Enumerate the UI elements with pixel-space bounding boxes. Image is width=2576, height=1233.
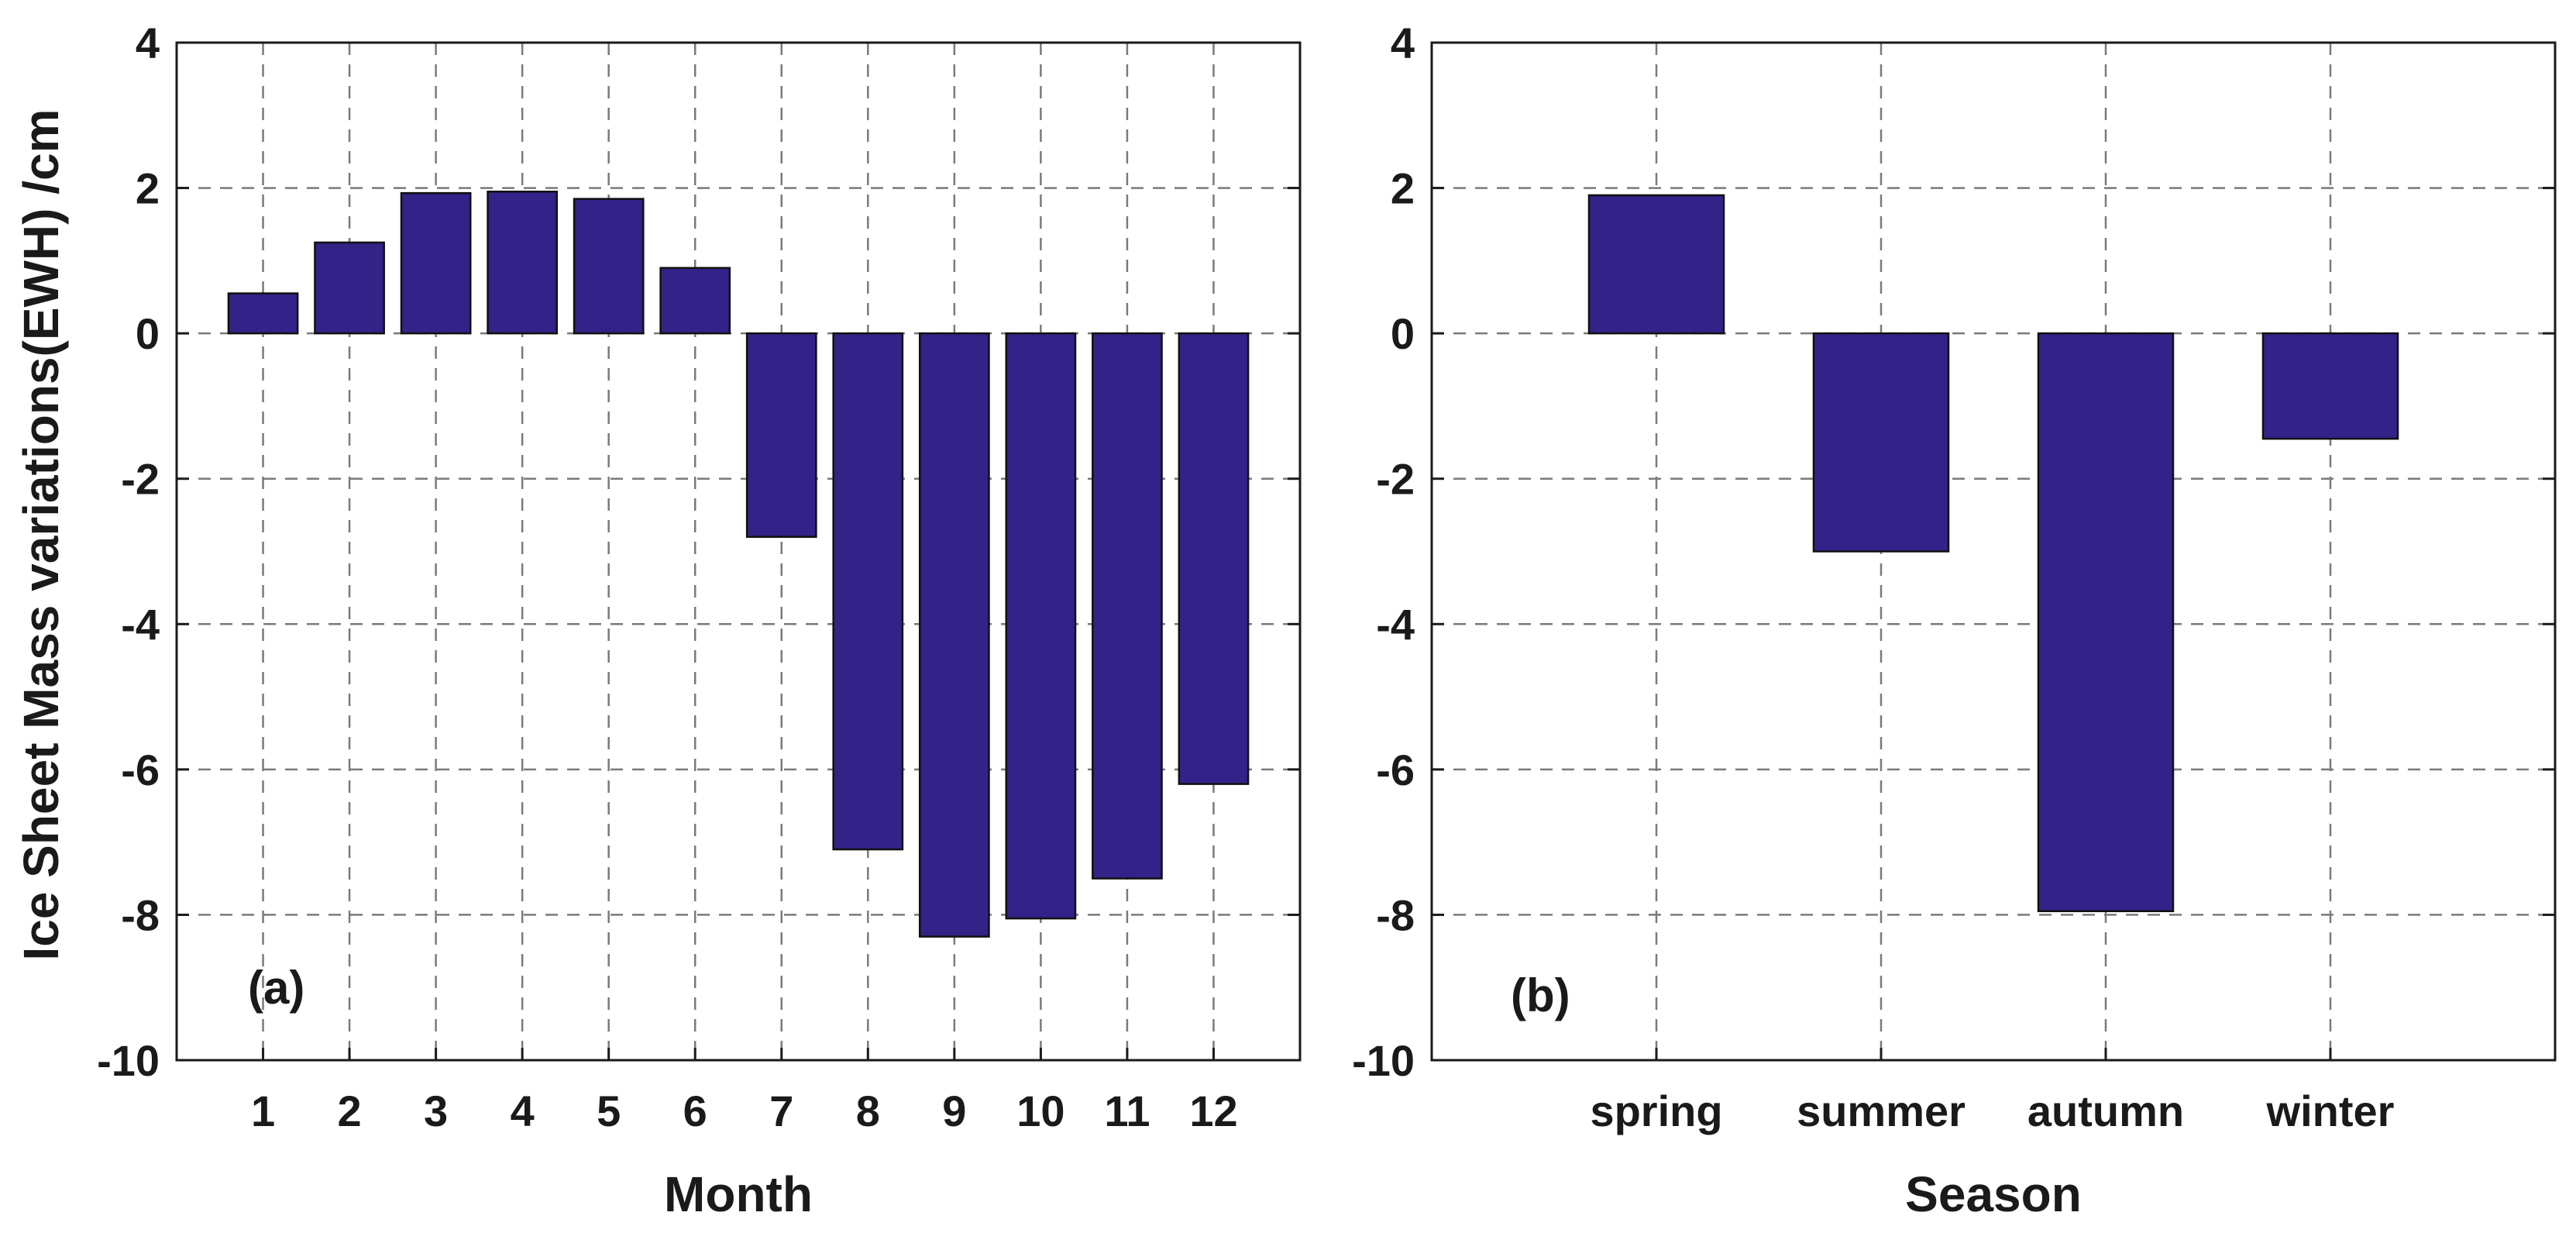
x-tick-label-a: 2 [337, 1087, 361, 1135]
y-tick-label-a: 0 [136, 309, 160, 358]
y-tick-label-b: -4 [1376, 600, 1415, 649]
bar-a-6 [659, 267, 731, 335]
x-tick-label-a: 4 [511, 1087, 535, 1135]
bar-b-summer [1812, 332, 1950, 553]
bar-a-8 [832, 332, 904, 851]
y-tick-label-a: 2 [136, 164, 160, 213]
y-tick-label-a: -6 [121, 746, 160, 794]
x-tick-label-a: 10 [1016, 1087, 1064, 1135]
bar-a-7 [745, 332, 817, 538]
y-tick-label-b: -8 [1376, 890, 1415, 939]
x-tick-label-a: 8 [856, 1087, 880, 1135]
bar-a-9 [918, 332, 990, 938]
x-tick-label-a: 5 [597, 1087, 621, 1135]
bar-a-12 [1178, 332, 1250, 785]
bar-a-3 [400, 191, 472, 335]
y-tick-label-b: -10 [1352, 1036, 1415, 1085]
bar-a-4 [487, 191, 559, 335]
panel-label-b: (b) [1511, 970, 1570, 1021]
x-tick-label-b: spring [1590, 1087, 1722, 1135]
x-tick-label-b: summer [1797, 1087, 1966, 1135]
y-tick-label-b: 0 [1391, 309, 1415, 358]
x-tick-label-a: 1 [251, 1087, 275, 1135]
y-tick-label-a: 4 [136, 19, 160, 67]
x-tick-label-b: autumn [2027, 1087, 2184, 1135]
bar-a-10 [1005, 332, 1077, 920]
x-tick-label-b: winter [2266, 1087, 2395, 1135]
x-tick-label-a: 7 [769, 1087, 793, 1135]
y-tick-label-a: -10 [97, 1036, 160, 1085]
bar-a-1 [227, 292, 299, 335]
y-tick-label-b: 4 [1391, 19, 1415, 67]
bar-a-5 [573, 198, 645, 335]
x-tick-label-a: 9 [942, 1087, 966, 1135]
y-tick-label-b: 2 [1391, 164, 1415, 213]
x-tick-label-a: 6 [683, 1087, 707, 1135]
panel-label-a: (a) [248, 962, 304, 1014]
y-tick-label-b: -6 [1376, 746, 1415, 794]
x-tick-label-a: 3 [424, 1087, 448, 1135]
y-tick-label-a: -8 [121, 890, 160, 939]
bar-a-11 [1092, 332, 1163, 880]
plot-frame-a [175, 41, 1302, 1062]
y-tick-label-b: -2 [1376, 455, 1415, 504]
bar-b-spring [1587, 194, 1725, 335]
panel-a-monthly: Month 420-2-4-6-8-101 2 3 4 5 6 7 8 9 10 11 12(a) [97, 19, 1302, 1222]
y-tick-label-a: -4 [121, 600, 160, 649]
bar-b-autumn [2037, 332, 2175, 912]
panel-b-seasonal: Season 4 2 0 -2 -4 -6 -8 -10 spring summer autumn w… [1352, 19, 2557, 1222]
x-tick-label-a: 11 [1104, 1087, 1150, 1135]
plot-frame-b [1430, 41, 2557, 1062]
panel-a-xlabel: Month [664, 1166, 813, 1222]
bar-b-winter [2261, 332, 2399, 440]
bar-a-2 [314, 241, 385, 335]
y-tick-label-a: -2 [121, 455, 160, 504]
x-tick-label-a: 12 [1189, 1087, 1237, 1135]
panel-b-xlabel: Season [1905, 1166, 2082, 1222]
y-axis-label: Ice Sheet Mass variations(EWH) /cm [13, 108, 69, 960]
